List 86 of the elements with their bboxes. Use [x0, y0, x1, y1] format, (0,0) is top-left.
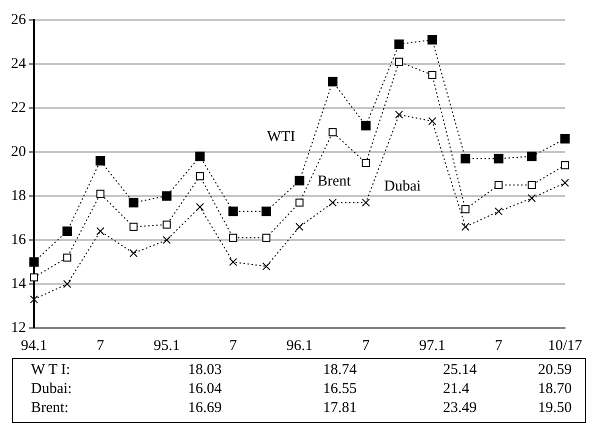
x-tick-label: 7 [96, 338, 105, 354]
point [162, 236, 171, 244]
point [362, 198, 370, 207]
x-tick-label: 94.1 [20, 338, 48, 354]
x-tick-label: 95.1 [154, 338, 180, 354]
point [328, 76, 338, 86]
point [96, 190, 104, 198]
series-label: Brent [317, 173, 352, 190]
x-tick-label: 96.1 [286, 338, 313, 354]
point [560, 134, 570, 144]
y-tick-label: 24 [11, 56, 26, 72]
text: 25.14 [443, 361, 477, 380]
point [62, 226, 72, 236]
point [294, 176, 304, 186]
point [328, 198, 337, 207]
point [394, 39, 404, 49]
point [328, 128, 337, 136]
point [96, 156, 106, 166]
point [428, 117, 436, 126]
point [528, 194, 536, 202]
point [29, 257, 39, 267]
y-tick-label: 12 [11, 320, 26, 336]
point [63, 254, 72, 262]
point [494, 154, 504, 164]
text: 23.49 [443, 399, 477, 418]
y-tick-label: 26 [11, 12, 26, 28]
point [295, 198, 304, 207]
x-tick-label: 7 [362, 338, 370, 354]
text: 16.55 [323, 380, 357, 399]
point [460, 154, 470, 164]
y-tick-label: 16 [11, 232, 26, 248]
point [228, 206, 238, 216]
series-label: WTI [266, 129, 296, 146]
text: 16.04 [188, 380, 222, 399]
text: Dubai: [31, 380, 72, 399]
point [362, 158, 370, 168]
point [96, 227, 104, 236]
point [461, 222, 470, 231]
point [428, 70, 436, 80]
y-tick-label: 22 [11, 100, 26, 116]
text: 20.59 [538, 361, 572, 380]
text: W T I: [31, 361, 70, 380]
y-tick-label: 18 [11, 188, 26, 204]
point [130, 222, 138, 231]
x-tick-label: 7 [229, 338, 238, 354]
text: Brent: [31, 399, 68, 418]
text: 18.70 [538, 380, 572, 399]
point [262, 262, 270, 270]
text: 19.50 [538, 399, 572, 418]
point [130, 249, 138, 258]
point [195, 152, 205, 162]
series-label: Dubai [384, 178, 421, 195]
point [229, 258, 238, 266]
y-tick-label: 20 [11, 144, 26, 160]
point [461, 205, 470, 214]
x-tick-label: 7 [494, 338, 503, 354]
point [196, 172, 204, 180]
point [262, 206, 272, 216]
point [494, 180, 503, 190]
text: 18.74 [323, 361, 357, 380]
point [428, 35, 437, 45]
x-tick-label: 10/17 [548, 338, 583, 354]
point [162, 220, 171, 229]
text: 18.03 [188, 361, 222, 380]
point [30, 295, 38, 304]
point [196, 202, 204, 212]
text: 17.81 [323, 399, 357, 418]
point [395, 110, 404, 119]
point [162, 191, 172, 201]
point [528, 180, 536, 190]
x-tick-label: 97.1 [419, 338, 446, 354]
point [229, 234, 238, 242]
point [295, 222, 304, 231]
point [63, 280, 72, 288]
text: 21.4 [443, 380, 470, 399]
point [262, 234, 270, 242]
text: 16.69 [188, 399, 222, 418]
point [527, 152, 537, 162]
point [560, 161, 570, 170]
point [395, 58, 404, 66]
point [30, 273, 38, 282]
y-tick-label: 14 [11, 276, 26, 292]
point [494, 207, 503, 216]
point [560, 178, 570, 187]
point [361, 120, 371, 130]
point [128, 198, 138, 208]
